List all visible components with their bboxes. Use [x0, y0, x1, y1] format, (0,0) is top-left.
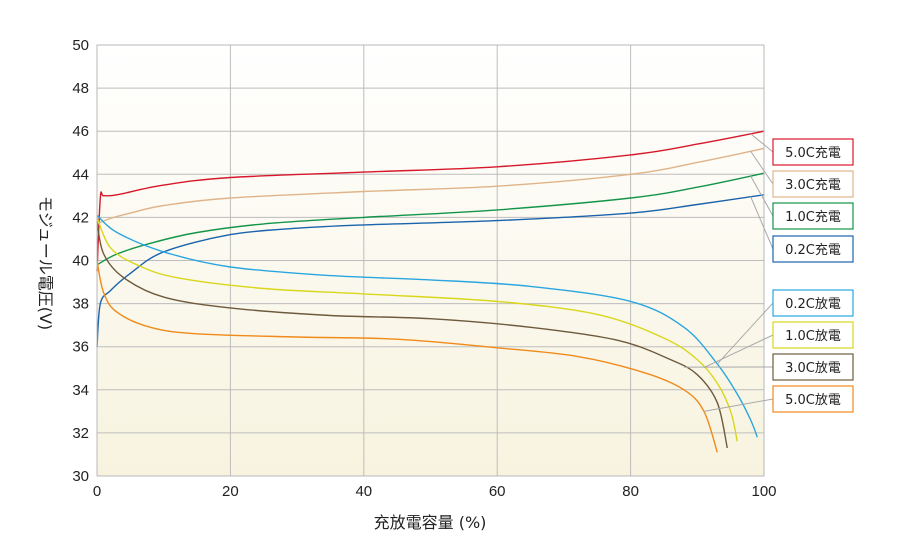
legend-box-4	[772, 289, 854, 317]
axis-ticks: 30 32 34 36 38 40 42 44 46 48 50 0 20 40 60 80 100	[72, 37, 776, 500]
x-tick-label: 40	[355, 483, 372, 500]
y-tick-label: 30	[72, 468, 89, 485]
legend-label-2: 1.0C充電	[785, 209, 841, 225]
x-tick-label: 20	[222, 483, 239, 500]
series-line-7	[96, 260, 718, 453]
x-tick-label: 60	[489, 483, 506, 500]
legend-label-6: 3.0C放電	[785, 361, 841, 376]
legend-leader-lines	[683, 133, 774, 412]
legend-label-1: 3.0C充電	[785, 177, 841, 193]
legend-label-7: 5.0C放電	[785, 393, 841, 408]
legend-leader-line	[750, 175, 774, 217]
legend-box-1	[772, 170, 854, 198]
y-tick-label: 34	[72, 382, 89, 399]
x-axis-title: 充放電容量 (%)	[374, 513, 487, 532]
y-tick-label: 42	[72, 209, 89, 226]
y-tick-label: 36	[72, 339, 89, 356]
y-tick-label: 38	[72, 296, 89, 313]
legend-leader-line	[703, 398, 774, 412]
x-tick-label: 100	[751, 483, 776, 500]
series-line-1	[96, 147, 765, 225]
legend-leader-line	[750, 196, 774, 250]
legend-label-3: 0.2C充電	[785, 242, 841, 258]
legend-leader-line	[703, 334, 774, 368]
series-line-5	[96, 217, 738, 442]
legend-box-0	[772, 138, 854, 166]
series-line-4	[96, 214, 758, 438]
x-tick-label: 80	[622, 483, 639, 500]
series-line-2	[96, 172, 765, 266]
y-tick-label: 50	[72, 37, 89, 54]
series-line-0	[96, 130, 765, 272]
legend-leader-line	[750, 133, 774, 153]
series-line-3	[96, 194, 765, 347]
legend-label-4: 0.2C放電	[785, 297, 841, 312]
legend-box-6	[772, 353, 854, 381]
y-tick-label: 48	[72, 80, 89, 97]
y-tick-label: 40	[72, 253, 89, 270]
legend-label-0: 5.0C充電	[785, 145, 841, 161]
plot-frame	[96, 44, 765, 477]
legend-box-2	[772, 202, 854, 230]
y-tick-label: 32	[72, 425, 89, 442]
x-tick-label: 0	[93, 483, 101, 500]
series-line-6	[96, 221, 728, 449]
series-lines	[96, 130, 765, 453]
legend-box-3	[772, 235, 854, 263]
legend-label-5: 1.0C放電	[785, 329, 841, 344]
legend: 5.0C充電 3.0C充電 1.0C充電 0.2C充電 0.2C放電 1.0C放電 3.0C…	[772, 138, 854, 413]
legend-box-7	[772, 385, 854, 413]
y-tick-label: 46	[72, 123, 89, 140]
legend-box-5	[772, 321, 854, 349]
y-axis-title: モジュール電圧(V)	[36, 196, 55, 330]
y-tick-label: 44	[72, 166, 89, 183]
legend-leader-line	[716, 302, 774, 365]
legend-leader-line	[750, 150, 774, 185]
